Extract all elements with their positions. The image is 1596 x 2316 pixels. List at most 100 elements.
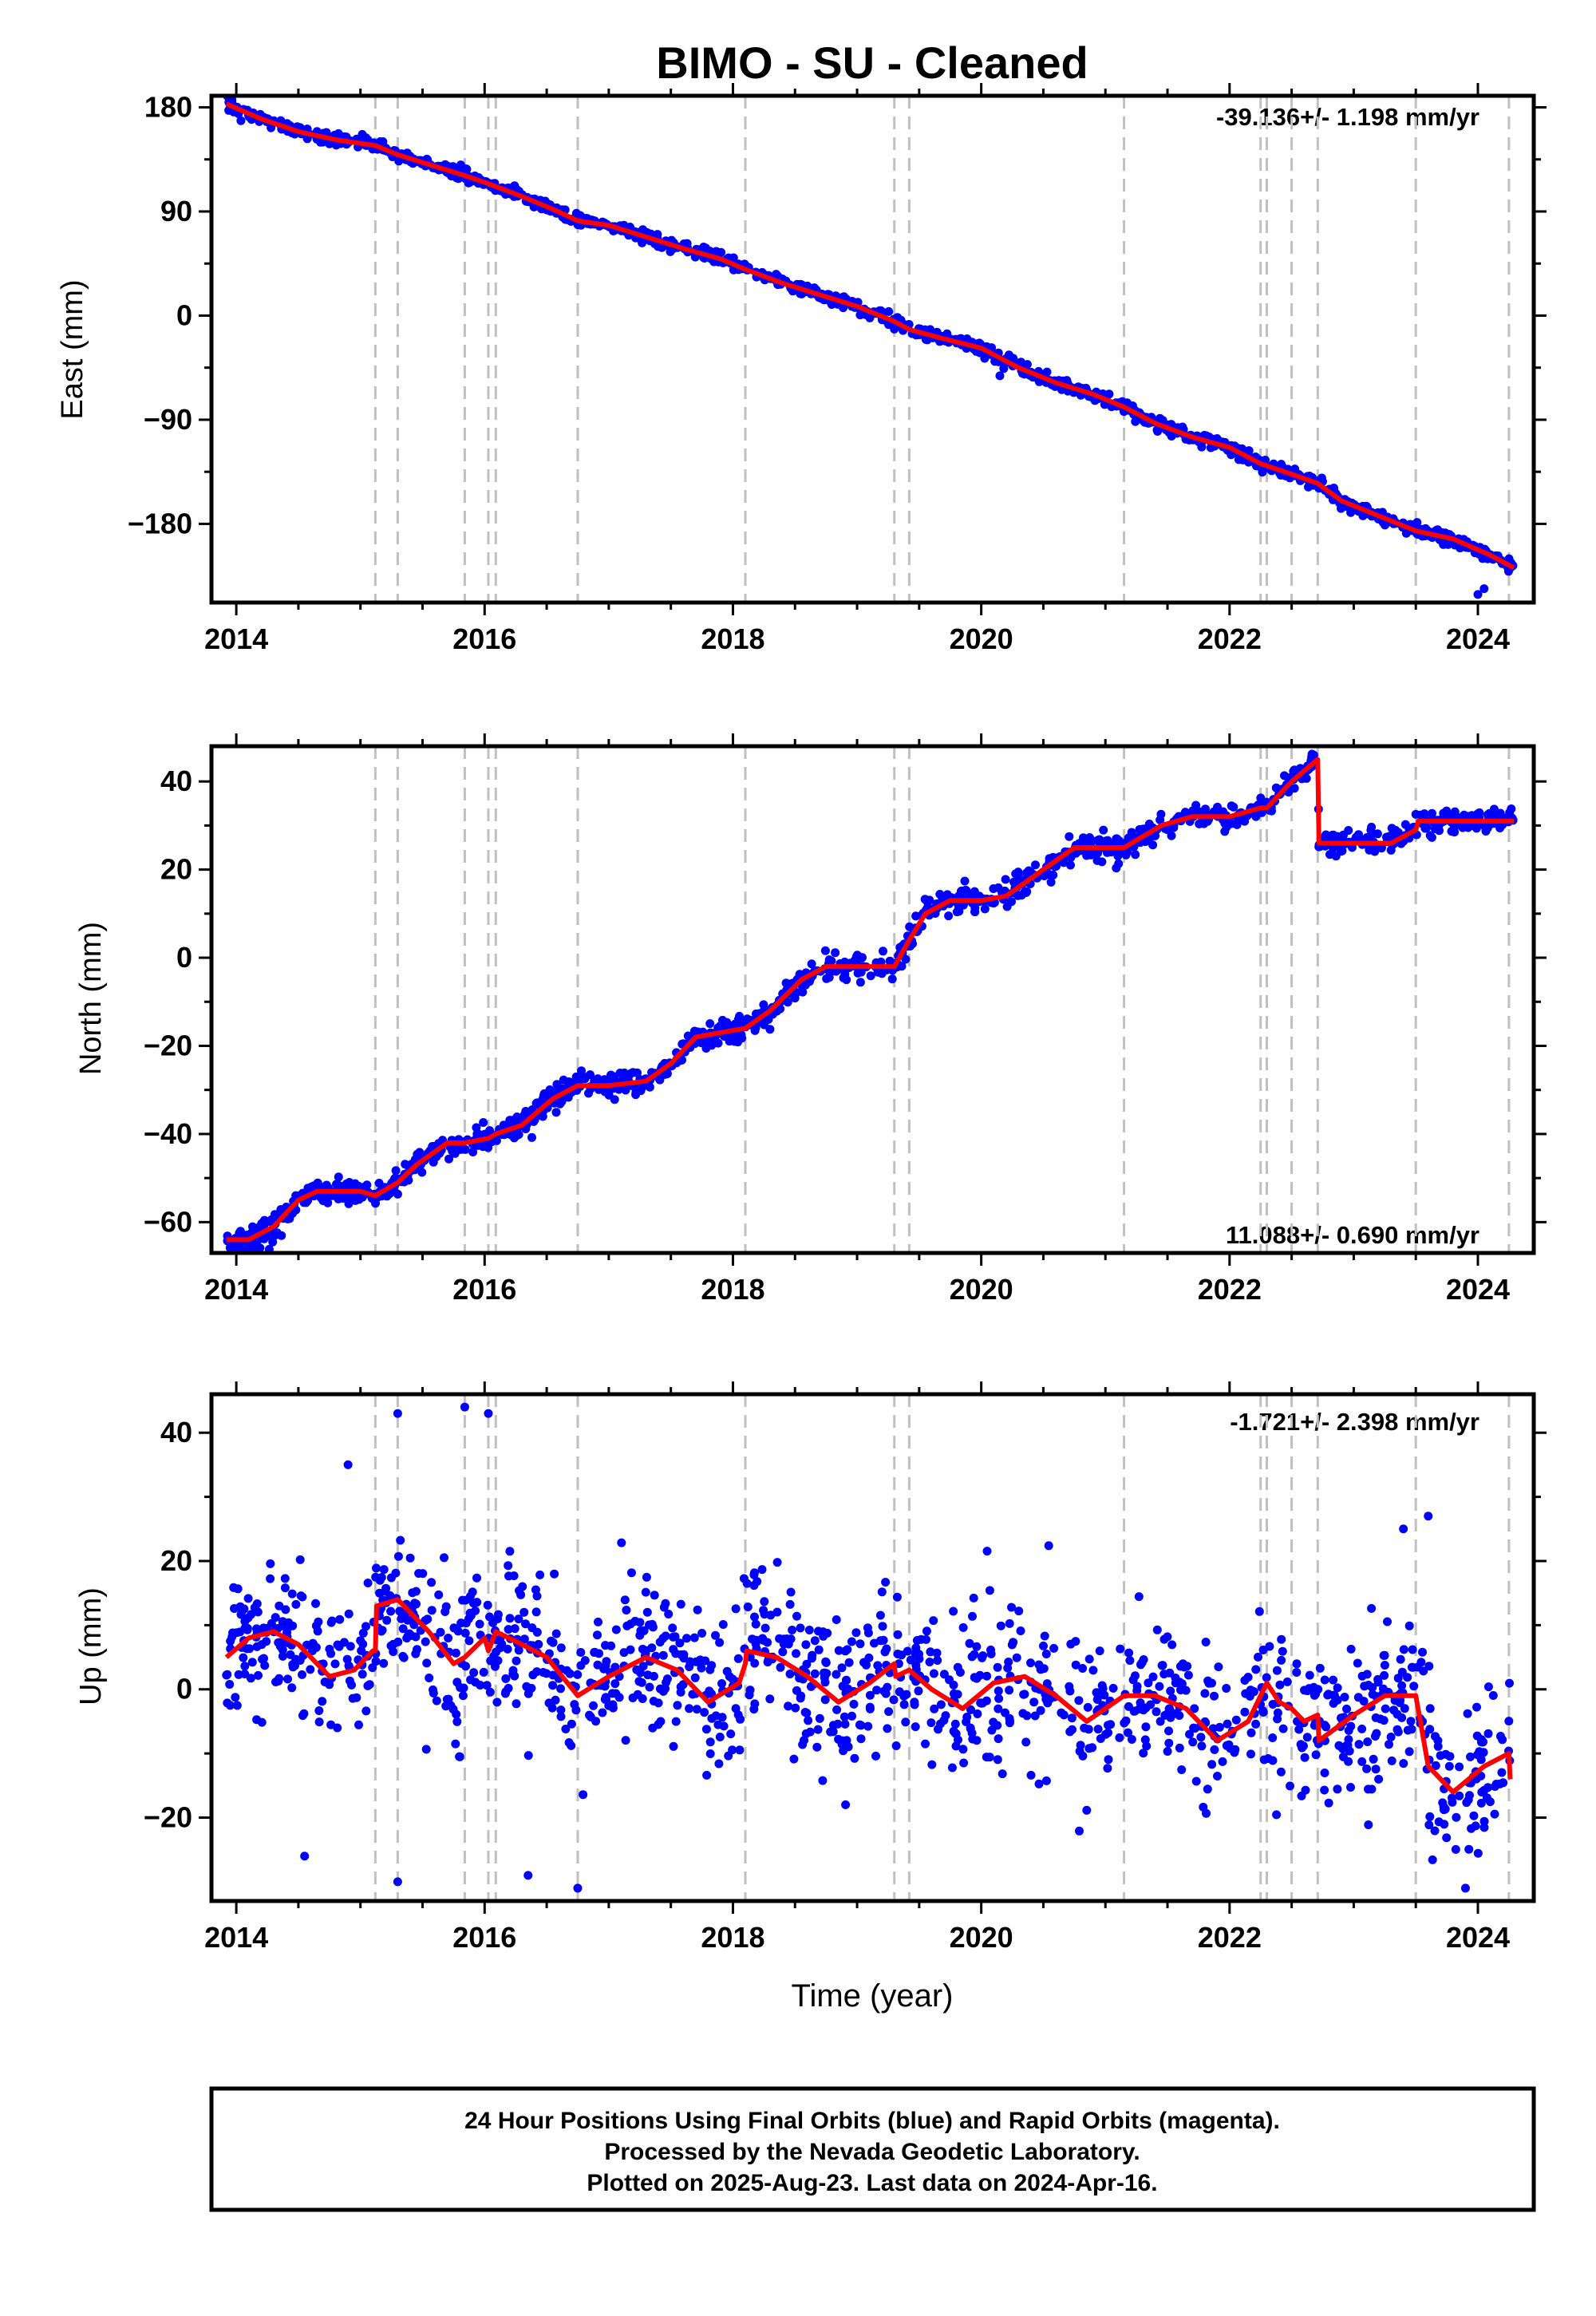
up-point: [1166, 1686, 1175, 1696]
up-point: [1104, 1755, 1113, 1765]
up-point: [472, 1573, 481, 1583]
up-point: [1268, 1733, 1278, 1742]
up-point: [556, 1712, 566, 1721]
north-point: [944, 911, 954, 921]
north-point: [1464, 823, 1473, 832]
up-point: [1448, 1797, 1457, 1807]
up-point: [933, 1656, 942, 1665]
north-point: [1127, 828, 1136, 837]
up-point: [1156, 1717, 1165, 1726]
up-point: [813, 1725, 823, 1734]
east-x-tick-label: 2018: [701, 622, 764, 655]
up-point: [702, 1770, 712, 1780]
up-point: [240, 1670, 250, 1678]
up-point: [676, 1682, 685, 1692]
up-point: [243, 1613, 253, 1622]
up-point: [1346, 1783, 1355, 1792]
north-point: [887, 974, 897, 984]
up-point: [820, 1673, 829, 1682]
up-point: [1338, 1752, 1348, 1761]
up-point: [818, 1776, 828, 1785]
up-point: [326, 1618, 336, 1627]
up-point: [865, 1702, 875, 1712]
north-point: [760, 1020, 769, 1030]
up-point: [765, 1694, 775, 1704]
up-point: [675, 1638, 685, 1648]
north-point: [586, 1070, 595, 1080]
north-point: [1307, 749, 1317, 759]
up-point: [1376, 1714, 1385, 1724]
up-point: [1130, 1706, 1140, 1716]
up-point: [650, 1591, 659, 1600]
up-point: [1367, 1603, 1377, 1613]
north-point: [1140, 837, 1150, 847]
up-point: [804, 1716, 813, 1725]
up-point: [482, 1681, 492, 1690]
north-point: [350, 1196, 360, 1205]
up-frame: [209, 1392, 1536, 1903]
up-point: [1203, 1784, 1212, 1794]
up-point: [1005, 1686, 1014, 1695]
up-point: [953, 1662, 962, 1672]
up-point: [788, 1626, 797, 1634]
up-point: [982, 1753, 991, 1762]
up-point: [556, 1705, 566, 1715]
north-point: [751, 1023, 760, 1033]
up-point: [1485, 1797, 1495, 1807]
up-point: [982, 1671, 992, 1681]
up-point: [409, 1620, 419, 1630]
up-point: [333, 1640, 342, 1650]
up-point: [446, 1701, 456, 1710]
up-point: [801, 1640, 811, 1650]
up-point: [476, 1681, 485, 1690]
up-point: [1333, 1695, 1342, 1705]
up-point: [275, 1601, 284, 1611]
up-point: [357, 1646, 366, 1655]
up-point: [298, 1670, 306, 1679]
up-point: [379, 1658, 389, 1668]
up-point: [791, 1703, 800, 1713]
north-point: [966, 890, 976, 899]
north-point: [633, 1068, 642, 1077]
up-point: [1041, 1776, 1051, 1785]
up-point: [519, 1634, 529, 1644]
up-point: [460, 1595, 470, 1605]
up-point: [1444, 1761, 1454, 1771]
up-point: [1026, 1658, 1035, 1668]
up-point: [855, 1720, 864, 1729]
north-point: [417, 1168, 427, 1177]
up-point: [231, 1693, 240, 1702]
up-point: [1164, 1704, 1174, 1713]
up-point: [929, 1616, 938, 1626]
up-point: [1020, 1690, 1029, 1699]
up-point: [535, 1570, 545, 1579]
up-point: [982, 1547, 992, 1556]
up-point: [1254, 1652, 1262, 1662]
up-point: [714, 1759, 724, 1769]
up-point: [760, 1610, 769, 1619]
north-point: [334, 1172, 343, 1182]
up-point: [397, 1614, 406, 1623]
up-point: [326, 1649, 336, 1658]
north-point: [1472, 824, 1481, 833]
north-point: [735, 1011, 744, 1021]
north-point: [1327, 831, 1337, 840]
up-point: [1387, 1756, 1396, 1765]
up-point: [1272, 1666, 1282, 1675]
up-point: [377, 1573, 386, 1582]
up-point: [464, 1636, 474, 1646]
up-point: [358, 1628, 368, 1638]
up-point: [579, 1790, 588, 1800]
up-point: [548, 1670, 558, 1680]
up-point: [749, 1568, 759, 1578]
up-point: [1346, 1644, 1356, 1654]
up-point: [1395, 1698, 1404, 1707]
up-point: [1357, 1757, 1367, 1766]
north-point: [484, 1143, 493, 1152]
up-point: [589, 1701, 598, 1710]
up-point: [786, 1587, 796, 1597]
up-point: [472, 1598, 482, 1607]
up-point: [1393, 1725, 1402, 1734]
north-point: [473, 1140, 483, 1150]
up-point: [1424, 1820, 1434, 1830]
